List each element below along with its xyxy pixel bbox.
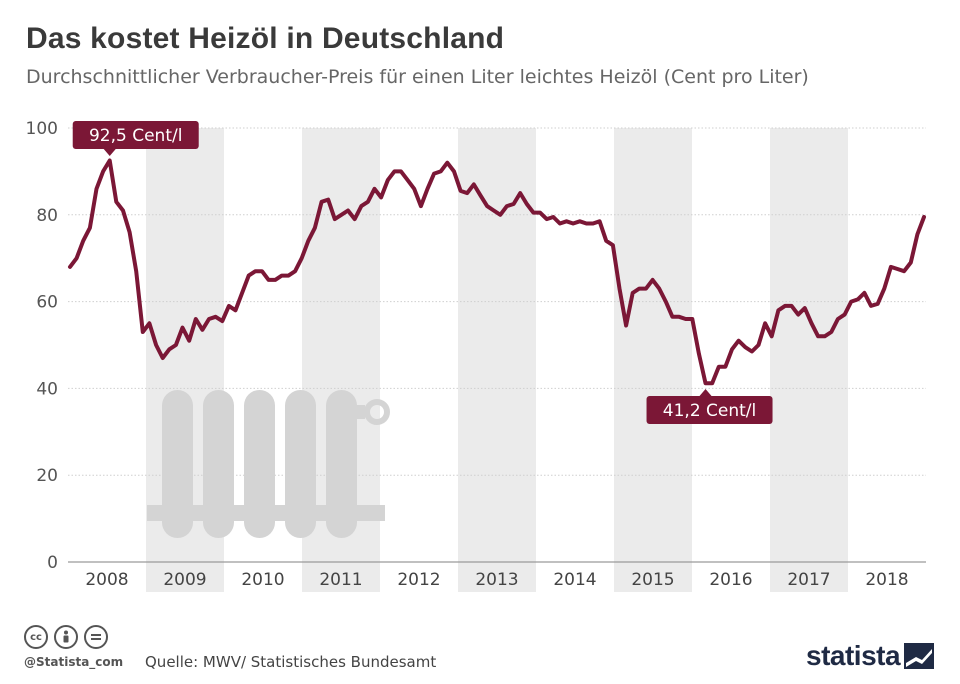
x-tick-label: 2017 xyxy=(787,570,830,590)
equals-icon xyxy=(84,625,108,649)
chart-subtitle: Durchschnittlicher Verbraucher-Preis für… xyxy=(26,66,809,88)
annotation-label: 41,2 Cent/l xyxy=(663,401,756,421)
license-icons: cc xyxy=(24,625,108,649)
y-tick-label: 100 xyxy=(26,119,58,139)
y-tick-label: 40 xyxy=(36,379,58,399)
x-tick-label: 2016 xyxy=(709,570,752,590)
radiator-illustration xyxy=(147,390,390,538)
y-tick-label: 60 xyxy=(36,293,58,313)
year-band xyxy=(614,128,692,592)
x-tick-label: 2014 xyxy=(553,570,596,590)
logo-text: statista xyxy=(806,640,901,671)
chart-title: Das kostet Heizöl in Deutschland xyxy=(26,22,505,55)
statista-logo-icon xyxy=(904,643,935,669)
y-tick-label: 0 xyxy=(47,553,58,573)
statista-logo[interactable]: statista xyxy=(806,640,935,672)
attribution-icon xyxy=(54,625,78,649)
annotation-label: 92,5 Cent/l xyxy=(89,126,182,146)
source-note: Quelle: MWV/ Statistisches Bundesamt xyxy=(145,653,437,671)
statista-handle[interactable]: @Statista_com xyxy=(24,655,124,669)
x-tick-label: 2011 xyxy=(319,570,362,590)
year-band xyxy=(770,128,848,592)
x-tick-label: 2010 xyxy=(241,570,284,590)
x-tick-label: 2008 xyxy=(85,570,128,590)
year-band xyxy=(458,128,536,592)
cc-icon: cc xyxy=(24,625,48,649)
price-line xyxy=(68,158,926,386)
x-tick-label: 2015 xyxy=(631,570,674,590)
x-tick-label: 2009 xyxy=(163,570,206,590)
heating-oil-price-chart: 0 20 40 60 80 100 2008 2009 2010 2011 2012 2013 201… xyxy=(26,119,926,592)
y-tick-label: 20 xyxy=(36,466,58,486)
x-tick-label: 2013 xyxy=(475,570,518,590)
x-tick-label: 2012 xyxy=(397,570,440,590)
y-tick-label: 80 xyxy=(36,206,58,226)
x-tick-label: 2018 xyxy=(865,570,908,590)
annotation-callout: 41,2 Cent/l xyxy=(646,389,773,424)
annotation-callout: 92,5 Cent/l xyxy=(72,121,199,156)
